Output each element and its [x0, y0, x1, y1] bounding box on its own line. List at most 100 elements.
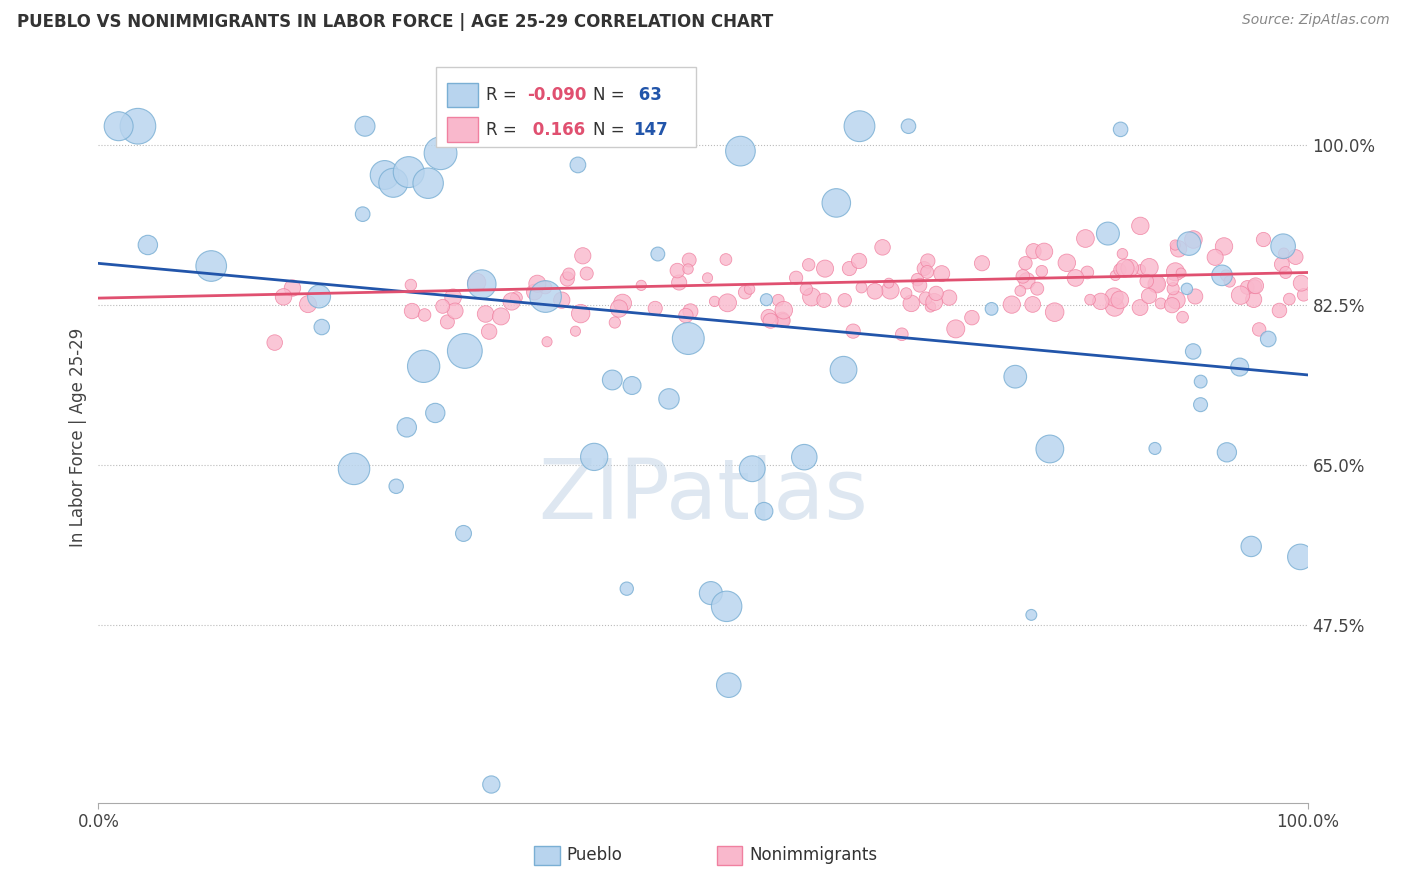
Point: [425, 406, 447, 420]
Point: [678, 253, 700, 268]
Point: [479, 778, 502, 792]
Point: [412, 359, 434, 374]
Point: [730, 144, 752, 158]
Point: [612, 296, 634, 310]
Point: [1136, 274, 1159, 288]
Point: [432, 299, 454, 313]
Point: [382, 176, 405, 190]
Point: [717, 678, 740, 692]
Point: [896, 286, 918, 301]
Point: [716, 295, 738, 310]
Point: [877, 276, 900, 290]
Point: [980, 301, 1002, 316]
Point: [1189, 375, 1212, 389]
Point: [534, 289, 557, 303]
Point: [630, 278, 652, 293]
Point: [558, 267, 581, 281]
Point: [107, 119, 129, 133]
Point: [354, 119, 377, 133]
Point: [1011, 269, 1033, 284]
Point: [374, 168, 396, 182]
Point: [1021, 297, 1043, 311]
Point: [912, 261, 935, 276]
Text: N =: N =: [593, 86, 630, 104]
Point: [436, 315, 458, 329]
Point: [501, 294, 523, 309]
Point: [825, 195, 848, 210]
Point: [863, 285, 886, 299]
Point: [569, 307, 592, 321]
Point: [1244, 278, 1267, 293]
Point: [1039, 442, 1062, 456]
Point: [534, 280, 557, 294]
Text: Nonimmigrants: Nonimmigrants: [749, 847, 877, 864]
Point: [1076, 265, 1098, 279]
Point: [1015, 274, 1038, 288]
Point: [1253, 233, 1275, 247]
Point: [1249, 322, 1271, 336]
Point: [1278, 292, 1301, 306]
Point: [738, 282, 761, 296]
Point: [1291, 276, 1313, 290]
Y-axis label: In Labor Force | Age 25-29: In Labor Force | Age 25-29: [69, 327, 87, 547]
Point: [925, 286, 948, 301]
Point: [127, 119, 149, 133]
Point: [1146, 277, 1168, 291]
Point: [418, 176, 440, 190]
Point: [575, 267, 598, 281]
Point: [1161, 282, 1184, 296]
Point: [526, 277, 548, 291]
Point: [658, 392, 681, 406]
Text: Pueblo: Pueblo: [567, 847, 623, 864]
Point: [1178, 236, 1201, 251]
Point: [489, 310, 512, 324]
Point: [851, 280, 873, 294]
Point: [454, 343, 477, 358]
Point: [465, 276, 488, 290]
Point: [1102, 290, 1125, 304]
Point: [1211, 268, 1233, 283]
Point: [1272, 246, 1295, 260]
Point: [1164, 238, 1187, 252]
Point: [136, 238, 159, 252]
Point: [555, 272, 578, 286]
Point: [796, 282, 818, 296]
Point: [200, 259, 222, 273]
Point: [1215, 268, 1237, 283]
Text: -0.090: -0.090: [527, 86, 586, 104]
Point: [478, 325, 501, 339]
Point: [263, 335, 285, 350]
Point: [800, 290, 823, 304]
Point: [1109, 262, 1132, 277]
Text: R =: R =: [486, 86, 523, 104]
Point: [1182, 233, 1205, 247]
Point: [1175, 282, 1198, 296]
Point: [758, 310, 780, 324]
Point: [668, 276, 690, 290]
Point: [785, 270, 807, 285]
Point: [1026, 282, 1049, 296]
Point: [900, 296, 922, 310]
Point: [1189, 398, 1212, 412]
Point: [1243, 279, 1265, 293]
Point: [453, 526, 475, 541]
Point: [1074, 231, 1097, 245]
Point: [471, 277, 494, 292]
Point: [922, 295, 945, 310]
Point: [1229, 360, 1251, 375]
Point: [1004, 369, 1026, 384]
Point: [603, 316, 626, 330]
Point: [1257, 332, 1279, 346]
Point: [352, 207, 374, 221]
Point: [676, 262, 699, 277]
Point: [583, 450, 606, 464]
Point: [696, 271, 718, 285]
Point: [700, 586, 723, 600]
Point: [813, 293, 835, 308]
Point: [444, 304, 467, 318]
Point: [741, 461, 763, 475]
Point: [666, 263, 689, 277]
Point: [931, 267, 953, 281]
Point: [401, 304, 423, 318]
Point: [848, 254, 870, 268]
